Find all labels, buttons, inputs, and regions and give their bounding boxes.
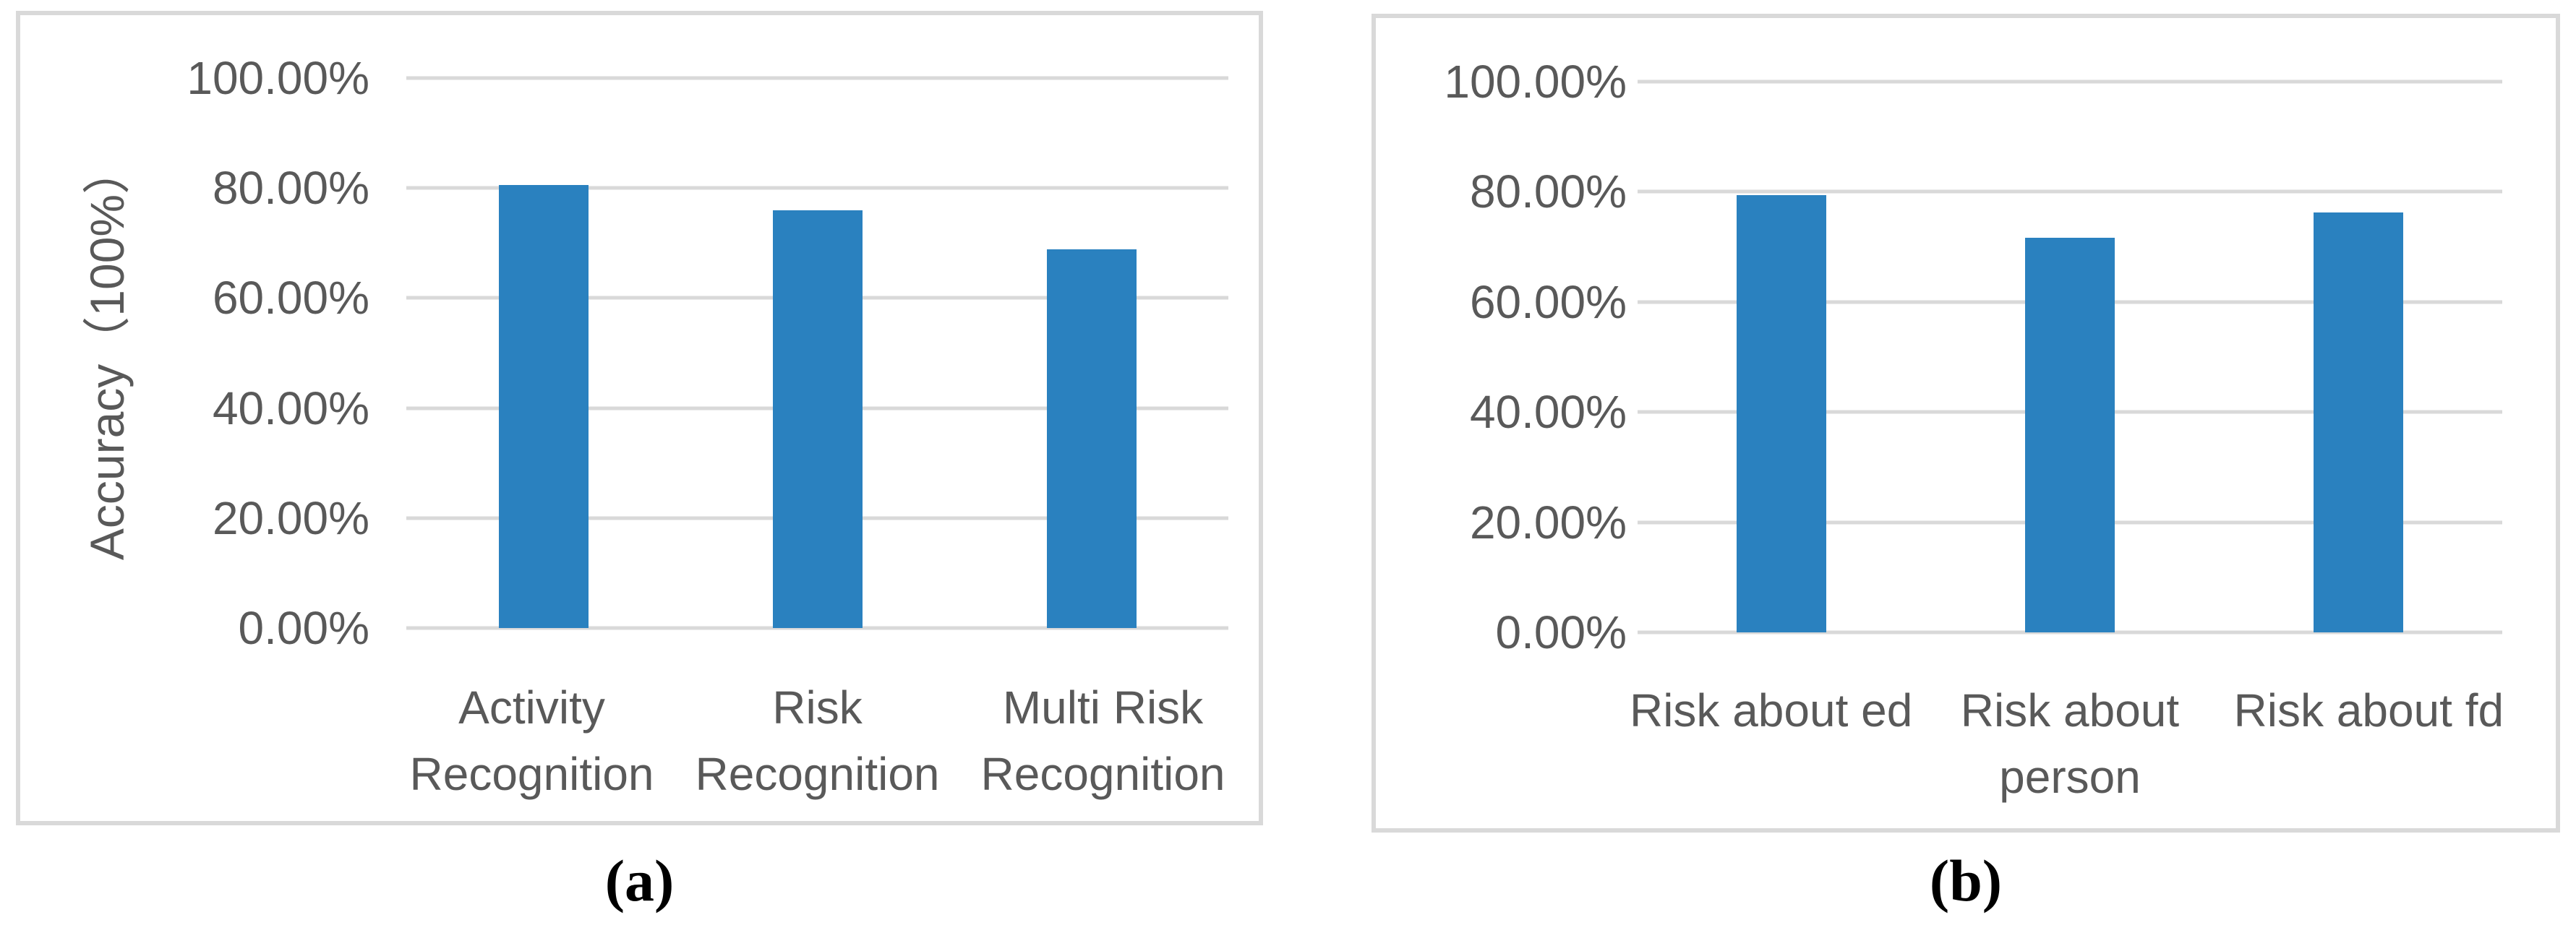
figure-caption-b: (b) (1929, 848, 2003, 913)
x-category-label: Activity Recognition (409, 682, 654, 800)
category-slot (680, 78, 954, 628)
y-axis-tick-labels-b: 100.00% 80.00% 60.00% 40.00% 20.00% 0.00… (1376, 18, 1627, 828)
gridline-80 (1638, 189, 2502, 194)
y-tick-label: 60.00% (1469, 276, 1627, 328)
x-category-label: Risk Recognition (695, 682, 940, 800)
gridline-0-baseline (1638, 630, 2502, 635)
category-slot (954, 78, 1228, 628)
x-category-label: Risk about fd (2233, 684, 2504, 736)
gridline-0-baseline (406, 626, 1228, 630)
x-category-label: Risk about ed (1629, 684, 1913, 736)
bar-series-a (406, 78, 1228, 628)
gridline-80 (406, 186, 1228, 190)
plot-area-a (406, 76, 1228, 630)
figure-caption-a: (a) (604, 848, 675, 913)
y-tick-label: 100.00% (1444, 56, 1627, 108)
y-tick-label: 100.00% (187, 52, 369, 104)
bar-risk-recognition (772, 210, 863, 628)
y-tick-label: 0.00% (1495, 606, 1627, 658)
gridline-100 (406, 76, 1228, 80)
category-slot (1638, 82, 1926, 632)
x-category-label: Multi Risk Recognition (980, 682, 1225, 800)
category-slot (2214, 82, 2502, 632)
gridline-100 (1638, 79, 2502, 84)
y-tick-label: 20.00% (1469, 496, 1627, 549)
chart-panel-b: 100.00% 80.00% 60.00% 40.00% 20.00% 0.00… (1372, 14, 2560, 833)
bar-series-b (1638, 82, 2502, 632)
y-tick-label: 40.00% (1469, 386, 1627, 438)
y-tick-label: 60.00% (212, 272, 369, 324)
y-tick-label: 40.00% (212, 382, 369, 434)
bar-risk-about-fd (2313, 212, 2403, 632)
x-axis-labels-b: Risk about ed Risk about person Risk abo… (1622, 677, 2518, 810)
bar-risk-about-ed (1737, 194, 1827, 632)
chart-panel-a: Accuracy（100%） 100.00% 80.00% 60.00% 40.… (16, 11, 1263, 825)
y-tick-label: 80.00% (212, 162, 369, 214)
y-tick-label: 80.00% (1469, 165, 1627, 218)
y-tick-label: 0.00% (238, 602, 369, 654)
category-slot (406, 78, 680, 628)
plot-area-b (1638, 79, 2502, 635)
y-axis-tick-labels-a: 100.00% 80.00% 60.00% 40.00% 20.00% 0.00… (20, 15, 369, 821)
x-axis-labels-a: Activity Recognition Risk Recognition Mu… (389, 674, 1246, 807)
bar-multi-risk-recognition (1046, 249, 1137, 628)
category-slot (1926, 82, 2215, 632)
bar-activity-recognition (498, 185, 589, 628)
x-category-label: Risk about person (1960, 684, 2180, 803)
bar-risk-about-person (2025, 237, 2115, 632)
y-tick-label: 20.00% (212, 492, 369, 544)
